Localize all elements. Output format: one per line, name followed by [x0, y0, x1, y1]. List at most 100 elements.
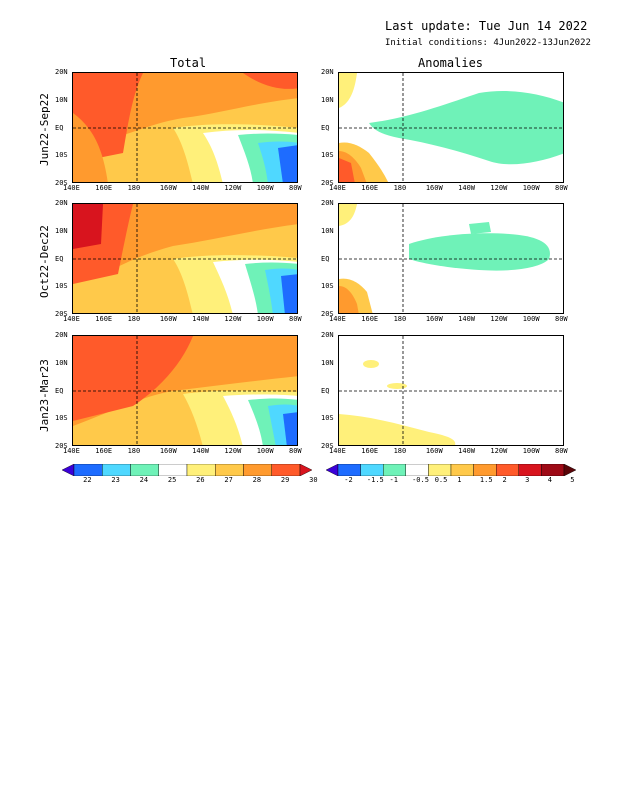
column-title-anomalies: Anomalies [418, 56, 484, 70]
row-label-jan-mar: Jan23-Mar23 [38, 359, 51, 432]
lon-tick-label: 100W [522, 447, 540, 455]
lat-tick-label: 10S [321, 282, 334, 291]
colorbar-swatch [271, 464, 301, 476]
colorbar-swatch [405, 464, 429, 476]
lat-tick-label: 20S [55, 179, 68, 187]
colorbar-swatch [62, 464, 75, 476]
lat-tick-label: 10S [321, 151, 334, 160]
lat-tick-label: 20N [321, 199, 334, 207]
colorbar-label: 5 [570, 476, 575, 484]
colorbar-label: 1 [457, 476, 462, 484]
colorbar-swatch [337, 464, 361, 476]
colorbar-swatch [450, 464, 474, 476]
lon-tick-label: 120W [224, 184, 242, 192]
colorbar-label: 28 [252, 476, 262, 484]
row-label-jun-sep: Jun22-Sep22 [38, 93, 51, 166]
colorbar-swatch [428, 464, 452, 476]
lat-tick-label: 10N [321, 358, 334, 367]
lon-tick-label: 160W [159, 447, 177, 455]
colorbar-swatch [73, 464, 103, 476]
colorbar-swatch [186, 464, 216, 476]
colorbar-total [62, 464, 312, 476]
colorbar-swatch [158, 464, 188, 476]
colorbar-label: 23 [111, 476, 120, 484]
lon-tick-label: 160E [95, 315, 113, 323]
lon-tick-label: 100W [522, 315, 540, 323]
lat-tick-label: 20S [55, 442, 68, 450]
colorbar-label: 2 [502, 476, 507, 484]
lon-tick-label: 80W [555, 184, 568, 192]
lat-tick-label: 10N [55, 358, 68, 367]
lon-tick-label: 180 [127, 447, 141, 455]
lat-tick-label: EQ [55, 123, 64, 132]
lat-tick-label: 10S [55, 414, 68, 423]
lat-tick-label: EQ [321, 254, 330, 263]
lon-tick-label: 180 [127, 315, 141, 323]
lon-tick-label: 120W [224, 447, 242, 455]
colorbar-swatch [130, 464, 159, 476]
lat-tick-label: 10N [55, 95, 68, 104]
lat-tick-label: 20N [321, 68, 334, 76]
lon-tick-label: 160E [361, 184, 379, 192]
colorbar-label: 26 [196, 476, 205, 484]
lon-tick-label: 100W [256, 447, 274, 455]
colorbar-label: 24 [139, 476, 149, 484]
colorbar-swatch [518, 464, 542, 476]
lon-tick-label: 180 [393, 184, 407, 192]
lon-tick-label: 160W [159, 315, 177, 323]
lon-tick-label: 140W [458, 315, 475, 323]
lat-tick-label: 10N [55, 226, 68, 235]
lon-tick-label: 120W [224, 315, 242, 323]
colorbar-label: 3 [525, 476, 530, 484]
lon-tick-label: 180 [127, 184, 141, 192]
colorbar-label: -1 [389, 476, 398, 484]
lon-tick-label: 140E [63, 447, 80, 455]
colorbar-swatch [473, 464, 497, 476]
colorbar-anomalies [326, 464, 576, 476]
map-anomalies-oct-dec [338, 203, 564, 314]
map-anomalies-jan-mar [338, 335, 564, 446]
lon-tick-label: 100W [256, 315, 274, 323]
lon-tick-label: 140E [329, 447, 346, 455]
lon-tick-label: 160E [95, 447, 113, 455]
lon-tick-label: 80W [289, 184, 302, 192]
colorbar-swatch [102, 464, 131, 476]
colorbar-label: 0.5 [434, 476, 448, 484]
lon-tick-label: 160W [159, 184, 177, 192]
lon-tick-label: 140W [192, 447, 209, 455]
colorbar-swatch [360, 464, 384, 476]
colorbar-label: 29 [280, 476, 290, 484]
lon-tick-label: 120W [490, 184, 508, 192]
initial-conditions-text: Initial conditions: 4Jun2022-13Jun2022 [385, 38, 591, 48]
colorbar-label: 22 [83, 476, 92, 484]
lon-tick-label: 160W [425, 315, 443, 323]
lon-tick-label: 80W [555, 315, 568, 323]
colorbar-label: -1.5 [366, 476, 384, 484]
lon-tick-label: 140W [458, 447, 475, 455]
colorbar-label: 27 [224, 476, 233, 484]
colorbar-swatch [495, 464, 519, 476]
colorbar-label: 30 [309, 476, 318, 484]
lon-tick-label: 140E [329, 184, 346, 192]
map-total-oct-dec [72, 203, 298, 314]
lon-tick-label: 140W [192, 315, 209, 323]
colorbar-label: 1.5 [479, 476, 493, 484]
lat-tick-label: 20S [55, 310, 68, 318]
lat-tick-label: 10N [321, 226, 334, 235]
map-total-jan-mar [72, 335, 298, 446]
lon-tick-label: 140W [192, 184, 209, 192]
lon-tick-label: 140E [63, 184, 80, 192]
lat-tick-label: EQ [55, 254, 64, 263]
last-update-text: Last update: Tue Jun 14 2022 [385, 19, 588, 33]
lat-tick-label: 20N [55, 68, 68, 76]
map-total-jun-sep [72, 72, 298, 183]
map-anomalies-jun-sep [338, 72, 564, 183]
colorbar-swatch [563, 464, 576, 476]
lat-tick-label: 20N [321, 331, 334, 339]
lat-tick-label: 20S [321, 310, 334, 318]
lon-tick-label: 160E [361, 315, 379, 323]
lon-tick-label: 80W [555, 447, 568, 455]
row-label-oct-dec: Oct22-Dec22 [38, 225, 51, 298]
lat-tick-label: 20S [321, 442, 334, 450]
colorbar-label: -2 [344, 476, 353, 484]
